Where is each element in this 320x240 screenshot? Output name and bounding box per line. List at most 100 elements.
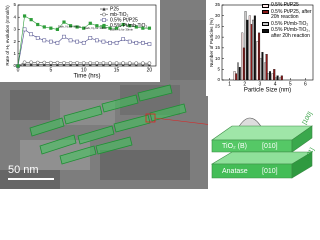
data-point (68, 24, 73, 28)
legend-item: 0.5% Pt/mb-TiO₂ (262, 20, 318, 28)
data-point (68, 38, 73, 43)
data-point (108, 26, 112, 30)
bar (233, 71, 236, 81)
diagram-label: [010] (262, 168, 278, 175)
y-tick-label: 2 (13, 39, 16, 44)
plot-frame (17, 4, 157, 67)
data-point (121, 22, 125, 27)
x-tick-label: 0 (17, 67, 20, 73)
graphical-abstract: 50 nm TiO₂ (B) [010] Anatase [010] [100]… (0, 0, 318, 189)
bar (274, 77, 277, 81)
data-point (42, 25, 46, 29)
y-axis-title: Number of Particles (%) (209, 18, 214, 67)
data-point (134, 61, 139, 66)
bar (241, 32, 244, 81)
data-point (49, 39, 53, 44)
data-point (114, 61, 119, 65)
legend-swatch (262, 10, 269, 15)
bar (238, 66, 241, 81)
data-point (101, 61, 106, 65)
line-chart-bg (0, 0, 160, 82)
data-point (16, 64, 20, 68)
bar (244, 11, 247, 81)
legend-marker (102, 12, 106, 17)
bar (253, 15, 256, 81)
bar (267, 73, 270, 81)
data-point (55, 40, 60, 45)
legend-label: 0.5% Pt/P25, after 20h reaction (271, 8, 312, 21)
x-axis-title: Time (hrs) (73, 74, 100, 80)
data-point (147, 42, 152, 46)
diagram-label: [010] (262, 143, 278, 150)
bar (269, 71, 272, 81)
data-point (75, 25, 79, 29)
bar (250, 24, 253, 81)
annotation: Dark, N₂ for 30min (110, 28, 133, 32)
legend-marker (102, 18, 106, 22)
legend-label: 0.5% Pt/mb-TiO₂, after 20h reaction (271, 27, 310, 39)
data-point (134, 40, 139, 45)
data-point (62, 34, 66, 39)
data-point (62, 20, 66, 24)
data-point (141, 40, 145, 45)
figure: 50 nm TiO₂ (B) [010] Anatase [010] [100]… (0, 0, 316, 189)
legend-label: 0.5% Pt/P25 (271, 2, 299, 8)
data-point (101, 39, 106, 44)
bar-legend: 0.5% Pt/P25 0.5% Pt/P25, after 20h reacti… (262, 2, 318, 41)
bar (256, 41, 259, 81)
data-point (95, 38, 99, 43)
data-point (42, 60, 47, 65)
bar (265, 54, 268, 81)
y-tick-label: 1 (13, 51, 16, 56)
data-point (49, 60, 53, 65)
data-point (22, 14, 27, 18)
data-point (108, 40, 112, 45)
bar (280, 75, 283, 81)
y-tick-label: 35 (215, 2, 221, 7)
data-point (127, 61, 132, 65)
data-point (134, 25, 138, 29)
data-point (128, 24, 132, 28)
bar (252, 19, 255, 81)
y-tick-label: 4 (13, 14, 16, 19)
data-point (35, 60, 40, 65)
y-tick-label: 15 (215, 45, 221, 50)
bar (271, 73, 274, 81)
annotation: Dark, N₂ for 30min (84, 26, 107, 30)
data-point (82, 26, 86, 30)
data-point (68, 60, 73, 65)
bar (259, 58, 262, 81)
legend-label: 0.5% Pt/mb-TiO₂ (271, 20, 309, 27)
legend-label: P25 (110, 6, 119, 12)
data-point (22, 27, 27, 32)
data-point (49, 26, 53, 30)
x-tick-label: 2 (243, 81, 246, 87)
bar (258, 32, 261, 81)
data-point (55, 60, 60, 65)
legend-label: 0.5% Pt/P25 (110, 17, 138, 23)
x-tick-label: 10 (81, 67, 87, 73)
data-point (121, 37, 125, 42)
data-point (141, 26, 145, 30)
y-tick-label: 25 (215, 24, 221, 29)
y-tick-label: 0 (13, 63, 16, 68)
x-axis-title: Particle Size (nm) (244, 88, 291, 94)
legend-item: 0.5% Pt/P25 (262, 2, 318, 9)
bar (246, 19, 249, 81)
bar (242, 47, 245, 81)
legend-label: 0.5% Pt/mb-TiO₂ (110, 23, 147, 29)
data-point (29, 32, 33, 37)
legend-label: mb-TiO₂ (110, 12, 128, 18)
data-point (35, 36, 40, 40)
bar (276, 75, 279, 81)
data-point (147, 26, 152, 30)
bar (273, 69, 276, 81)
data-point (95, 24, 99, 28)
diagram-label: Anatase (222, 168, 248, 175)
legend-item: 0.5% Pt/mb-TiO₂, after 20h reaction (262, 28, 318, 39)
data-point (62, 60, 66, 65)
bar (263, 62, 266, 81)
y-axis-title: Rate of H₂ evolution (mmol/h) (5, 5, 10, 66)
y-tick-label: 5 (13, 2, 16, 7)
data-point (95, 61, 99, 65)
